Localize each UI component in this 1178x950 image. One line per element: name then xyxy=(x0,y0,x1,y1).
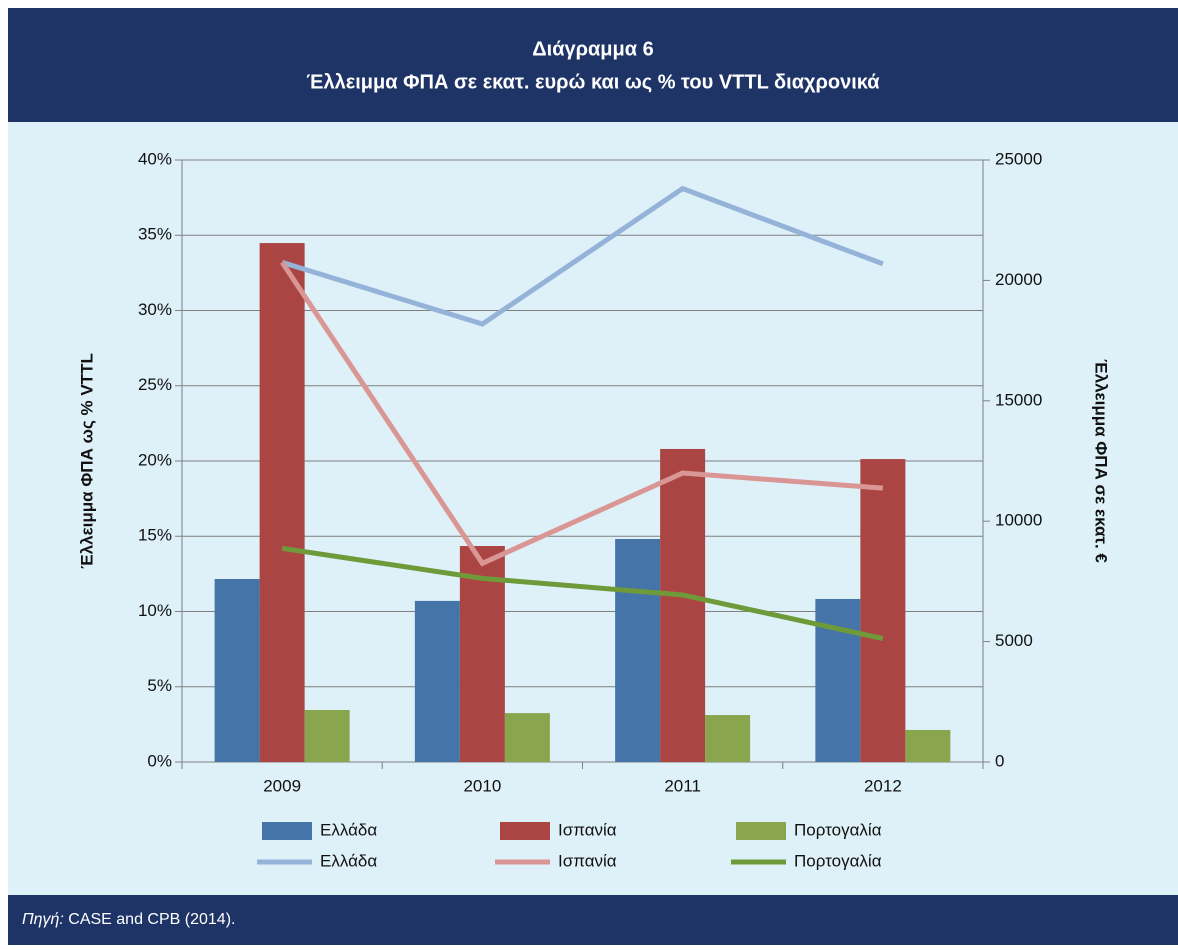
y-tick-label: 40% xyxy=(138,149,172,168)
y2-tick-label: 10000 xyxy=(995,511,1042,530)
legend-label: Πορτογαλία xyxy=(794,851,882,870)
bar xyxy=(259,243,305,763)
y-tick-label: 35% xyxy=(138,225,172,244)
y2-tick-label: 25000 xyxy=(995,149,1042,168)
x-tick-label: 2011 xyxy=(664,776,701,795)
y2-tick-label: 5000 xyxy=(995,631,1033,650)
header-band xyxy=(8,8,1178,122)
bar xyxy=(504,713,550,762)
y-tick-label: 15% xyxy=(138,526,172,545)
y-tick-label: 30% xyxy=(138,300,172,319)
legend-label: Ισπανία xyxy=(558,820,617,839)
bar xyxy=(905,729,951,762)
bar xyxy=(860,459,906,762)
bar xyxy=(214,578,260,762)
legend-label: Πορτογαλία xyxy=(794,820,882,839)
y2-tick-label: 20000 xyxy=(995,270,1042,289)
x-tick-label: 2009 xyxy=(263,776,301,795)
line xyxy=(281,545,884,642)
legend-label: Ελλάδα xyxy=(320,851,377,870)
bar xyxy=(304,709,350,762)
y2-tick-label: 0 xyxy=(995,751,1004,770)
y-tick-label: 20% xyxy=(138,450,172,469)
footer-band xyxy=(8,895,1178,945)
legend-swatch xyxy=(736,822,786,840)
y-tick-label: 0% xyxy=(147,751,172,770)
line xyxy=(281,185,884,327)
source-label: Πηγή: xyxy=(22,911,64,928)
bar xyxy=(414,600,460,762)
source: Πηγή: CASE and CPB (2014). xyxy=(22,911,235,928)
y-tick-label: 5% xyxy=(147,676,172,695)
legend-swatch xyxy=(262,822,312,840)
chart-background xyxy=(8,122,1178,895)
bar xyxy=(660,448,706,762)
line xyxy=(280,260,884,567)
y-tick-label: 25% xyxy=(138,375,172,394)
x-tick-label: 2010 xyxy=(463,776,501,795)
bar xyxy=(705,715,751,762)
legend-label: Ισπανία xyxy=(558,851,617,870)
x-tick-label: 2012 xyxy=(864,776,902,795)
source-text: CASE and CPB (2014). xyxy=(68,911,235,928)
chart-subtitle: Έλλειμμα ΦΠΑ σε εκατ. ευρώ και ως % του … xyxy=(306,71,880,93)
y-tick-label: 10% xyxy=(138,601,172,620)
legend-swatch xyxy=(500,822,550,840)
legend-label: Ελλάδα xyxy=(320,820,377,839)
y2-tick-label: 15000 xyxy=(995,390,1042,409)
bar xyxy=(615,539,661,762)
y2-axis-title: Έλλειμμα ΦΠΑ σε εκατ. € xyxy=(1092,359,1111,563)
y-axis-title: Έλλειμμα ΦΠΑ ως % VTTL xyxy=(77,353,96,569)
chart-title: Διάγραμμα 6 xyxy=(532,38,653,60)
